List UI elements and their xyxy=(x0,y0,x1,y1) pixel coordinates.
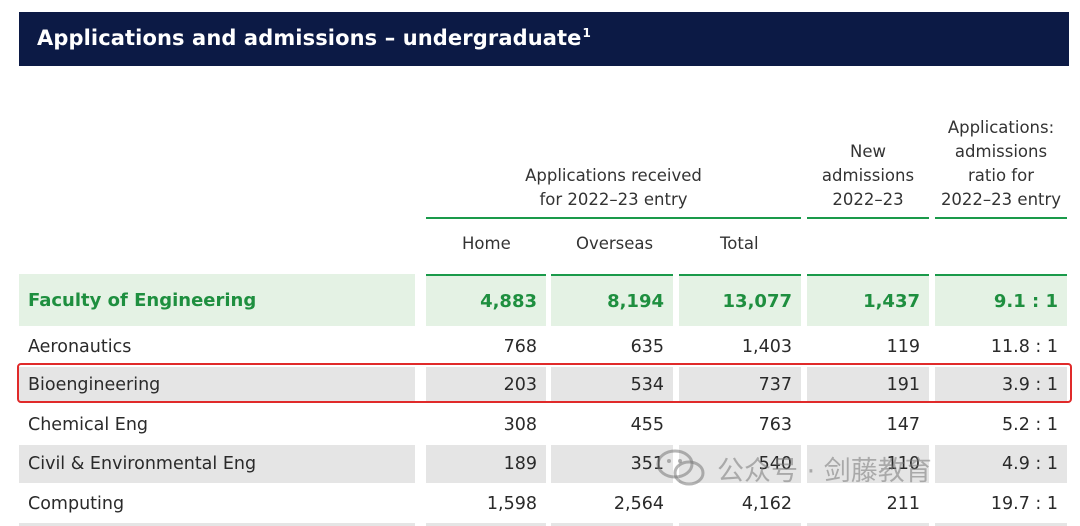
cell-home: 189 xyxy=(426,445,546,483)
row-label: Aeronautics xyxy=(28,337,132,357)
table-title: Applications and admissions – undergradu… xyxy=(19,12,1069,66)
cell-new-admissions: 110 xyxy=(807,445,929,483)
header-rule xyxy=(935,217,1067,219)
cell-ratio: 5.2 : 1 xyxy=(1002,415,1058,435)
table-row: Aeronautics 768 635 1,403 119 11.8 : 1 xyxy=(0,328,1080,366)
table-row: Bioengineering 203 534 737 191 3.9 : 1 xyxy=(0,367,1080,403)
table-row-faculty: Faculty of Engineering 4,883 8,194 13,07… xyxy=(0,274,1080,326)
header-line: New xyxy=(850,142,886,161)
cell-partial xyxy=(551,523,673,526)
cell-home: 1,598 xyxy=(486,494,537,514)
cell-new-admissions: 211 xyxy=(886,494,920,514)
watermark: 公众号 · 剑藤教育 xyxy=(655,448,932,488)
cell-ratio: 3.9 : 1 xyxy=(935,367,1067,403)
cell-partial xyxy=(679,523,801,526)
header-new-admissions: New admissions 2022–23 xyxy=(807,140,929,212)
header-overseas: Overseas xyxy=(576,234,654,253)
header-line: 2022–23 entry xyxy=(940,190,1062,209)
cell-new-admissions: 119 xyxy=(886,337,920,357)
header-line: ratio for xyxy=(968,166,1034,185)
header-applications-received: Applications received for 2022–23 entry xyxy=(426,164,801,212)
cell-overseas: 8,194 xyxy=(551,274,673,326)
cell-overseas: 534 xyxy=(551,367,673,403)
cell-total: 1,403 xyxy=(741,337,792,357)
cell-home: 203 xyxy=(426,367,546,403)
header-line: Applications: xyxy=(947,118,1055,137)
header-line: Applications received xyxy=(525,166,702,185)
header-home: Home xyxy=(462,234,511,253)
cell-overseas: 2,564 xyxy=(613,494,664,514)
cell-total: 13,077 xyxy=(679,274,801,326)
cell-home: 768 xyxy=(503,337,537,357)
header-line: 2022–23 xyxy=(832,190,904,209)
row-label: Civil & Environmental Eng xyxy=(19,445,415,483)
wechat-icon xyxy=(656,449,705,486)
cell-new-admissions: 1,437 xyxy=(807,274,929,326)
cell-total: 4,162 xyxy=(741,494,792,514)
cell-overseas: 351 xyxy=(551,445,673,483)
cell-ratio: 9.1 : 1 xyxy=(935,274,1067,326)
table-row: Civil & Environmental Eng 189 351 540 11… xyxy=(0,445,1080,483)
highlight-box xyxy=(17,363,1072,403)
cell-home: 4,883 xyxy=(426,274,546,326)
header-ratio: Applications: admissions ratio for 2022–… xyxy=(935,116,1067,212)
header-rule xyxy=(807,217,929,219)
cell-total: 763 xyxy=(758,415,792,435)
cell-new-admissions: 191 xyxy=(807,367,929,403)
table-row: Chemical Eng 308 455 763 147 5.2 : 1 xyxy=(0,406,1080,444)
row-label: Chemical Eng xyxy=(28,415,149,435)
header-line: admissions xyxy=(954,142,1048,161)
header-total: Total xyxy=(720,234,759,253)
cell-overseas: 455 xyxy=(630,415,664,435)
row-label: Computing xyxy=(28,494,125,514)
title-text: Applications and admissions – undergradu… xyxy=(37,26,582,50)
cell-total: 737 xyxy=(679,367,801,403)
header-line: for 2022–23 entry xyxy=(539,190,688,209)
cell-ratio: 11.8 : 1 xyxy=(990,337,1058,357)
cell-ratio: 19.7 : 1 xyxy=(990,494,1058,514)
cell-new-admissions: 147 xyxy=(886,415,920,435)
cell-overseas: 635 xyxy=(630,337,664,357)
header-rule xyxy=(426,217,801,219)
table-row: Computing 1,598 2,564 4,162 211 19.7 : 1 xyxy=(0,485,1080,523)
watermark-text: 公众号 · 剑藤教育 xyxy=(717,455,932,487)
cell-partial xyxy=(807,523,929,526)
table-row-partial xyxy=(0,523,1080,526)
cell-home: 308 xyxy=(503,415,537,435)
row-label xyxy=(19,523,415,526)
cell-total: 540 xyxy=(679,445,801,483)
header-line: admissions xyxy=(821,166,915,185)
row-label: Bioengineering xyxy=(19,367,415,403)
cell-partial xyxy=(426,523,546,526)
cell-partial xyxy=(935,523,1067,526)
row-label: Faculty of Engineering xyxy=(19,274,415,326)
cell-ratio: 4.9 : 1 xyxy=(935,445,1067,483)
title-footnote: 1 xyxy=(582,26,591,40)
